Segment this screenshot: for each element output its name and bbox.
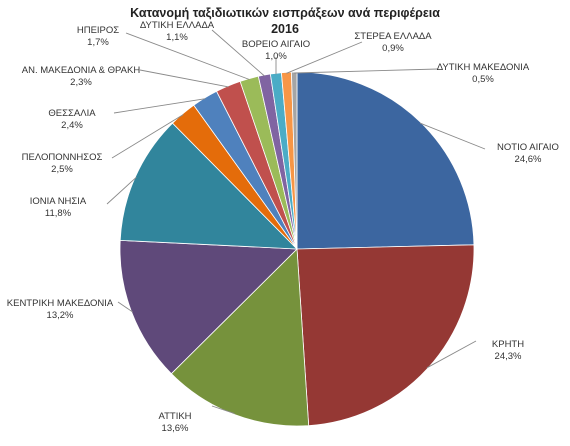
leader-line (113, 98, 206, 114)
slice-category-label: ΔΥΤΙΚΗ ΕΛΛΑΔΑ (140, 20, 215, 31)
leader-line (211, 405, 235, 415)
slice-category-label: ΗΠΕΙΡΟΣ (77, 25, 119, 36)
slice-value-label: 0,5% (472, 74, 494, 85)
leader-line (294, 68, 439, 74)
slice-value-label: 11,8% (45, 208, 72, 219)
slice-category-label: ΔΥΤΙΚΗ ΜΑΚΕΔΟΝΙΑ (437, 62, 530, 73)
slice-value-label: 24,6% (515, 154, 542, 165)
slice-value-label: 13,6% (162, 423, 189, 434)
pie-slice (296, 244, 475, 427)
pie-slices (119, 71, 475, 427)
pie-slice (296, 71, 475, 250)
leader-line (426, 340, 477, 369)
chart-subtitle: 2016 (271, 22, 299, 36)
slice-category-label: ΑΤΤΙΚΗ (158, 411, 191, 422)
slice-value-label: 2,3% (70, 77, 92, 88)
slice-category-label: ΠΕΛΟΠΟΝΝΗΣΟΣ (22, 152, 103, 163)
pie-slice (170, 248, 310, 427)
leader-line (419, 122, 486, 150)
slice-value-label: 2,4% (61, 120, 83, 131)
leader-line (139, 69, 229, 88)
slice-value-label: 24,3% (495, 351, 522, 362)
leader-line (117, 301, 133, 313)
leader-lines (106, 29, 486, 415)
slice-category-label: ΘΕΣΣΑΛΙΑ (48, 108, 96, 119)
slice-category-label: ΚΡΗΤΗ (492, 339, 524, 350)
slice-value-label: 13,2% (47, 310, 74, 321)
slice-category-label: ΒΟΡΕΙΟ ΑΙΓΑΙΟ (242, 39, 310, 50)
slice-value-label: 1,0% (265, 51, 287, 62)
chart-title: Κατανομή ταξιδιωτικών εισπράξεων ανά περ… (130, 6, 440, 20)
leader-line (125, 32, 250, 80)
pie-slice (291, 71, 298, 250)
slice-category-label: ΑΝ. ΜΑΚΕΔΟΝΙΑ & ΘΡΑΚΗ (22, 65, 141, 76)
slice-category-label: ΙΟΝΙΑ ΝΗΣΙΑ (30, 196, 87, 207)
slice-value-label: 1,1% (166, 32, 188, 43)
pie-slice (119, 122, 299, 250)
pie-slice (119, 239, 298, 375)
slice-category-label: ΣΤΕΡΕΑ ΕΛΛΑΔΑ (354, 31, 432, 42)
slice-value-label: 0,9% (382, 43, 404, 54)
leader-line (111, 114, 184, 159)
leader-line (211, 29, 265, 77)
leader-line (106, 176, 137, 205)
slice-value-label: 2,5% (51, 164, 73, 175)
slice-category-label: ΝΟΤΙΟ ΑΙΓΑΙΟ (497, 142, 559, 153)
slice-value-label: 1,7% (87, 37, 109, 48)
slice-category-label: ΚΕΝΤΡΙΚΗ ΜΑΚΕΔΟΝΙΑ (7, 298, 114, 309)
leader-line (286, 41, 363, 74)
